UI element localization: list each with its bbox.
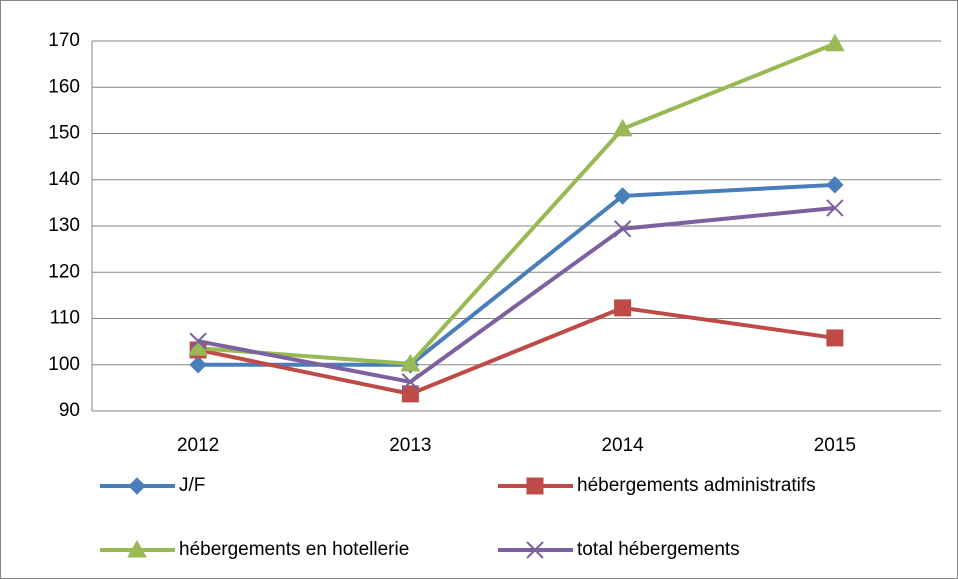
point-marker — [189, 356, 207, 374]
series-line — [198, 182, 835, 367]
y-tick-label: 170 — [48, 30, 80, 51]
point-marker — [826, 329, 844, 347]
point-marker — [526, 477, 544, 495]
y-tick-label: 150 — [48, 123, 80, 144]
point-marker — [612, 118, 633, 137]
series-line — [197, 41, 836, 366]
y-tick-label: 130 — [48, 215, 80, 236]
point-marker — [127, 539, 147, 558]
legend-label: J/F — [179, 475, 205, 496]
point-marker — [400, 353, 421, 372]
y-tick-label: 100 — [48, 354, 80, 375]
point-marker — [825, 33, 845, 52]
point-marker — [614, 299, 632, 317]
x-tick-label: 2012 — [177, 435, 219, 456]
point-marker — [401, 385, 419, 403]
y-tick-label: 90 — [59, 400, 80, 421]
point-marker — [613, 187, 632, 205]
x-tick-label: 2013 — [389, 435, 431, 456]
y-tick-label: 140 — [48, 169, 80, 190]
point-marker — [826, 199, 844, 217]
series-line — [197, 205, 836, 384]
point-marker — [613, 220, 632, 238]
series-line — [197, 305, 836, 396]
x-tick-label: 2014 — [601, 435, 644, 456]
y-tick-label: 110 — [50, 308, 80, 329]
point-marker — [526, 541, 544, 559]
point-marker — [188, 338, 208, 356]
legend-label: total hébergements — [577, 539, 740, 560]
legend-label: hébergements en hotellerie — [179, 539, 409, 560]
y-tick-label: 120 — [48, 261, 80, 282]
point-marker — [128, 477, 146, 495]
y-tick-label: 160 — [48, 76, 80, 97]
legend-label: hébergements administratifs — [577, 475, 816, 496]
x-tick-label: 2015 — [814, 435, 856, 456]
point-marker — [401, 373, 420, 391]
point-marker — [189, 332, 207, 350]
point-marker — [826, 176, 844, 194]
